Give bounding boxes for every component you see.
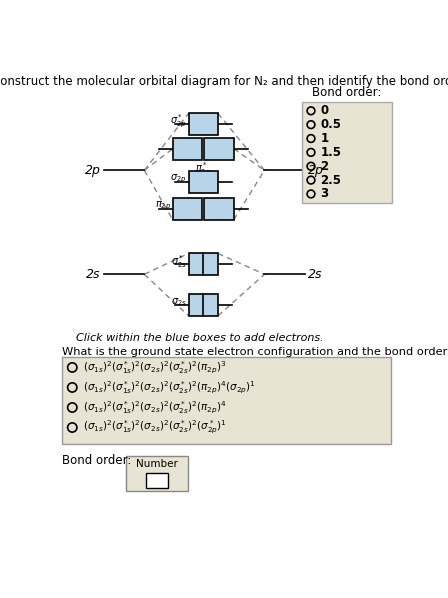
Text: 2p: 2p — [85, 164, 101, 177]
Bar — [126, 456, 188, 492]
Bar — [172, 198, 202, 219]
Text: $(\sigma_{1s})^2(\sigma_{1s}^*)^2(\sigma_{2s})^2(\sigma_{2s}^*)^2(\sigma_{2p}^*): $(\sigma_{1s})^2(\sigma_{1s}^*)^2(\sigma… — [83, 419, 227, 436]
Text: 2: 2 — [320, 160, 328, 173]
Bar — [189, 294, 218, 316]
Bar — [204, 138, 234, 160]
Text: $\pi_{2p}$: $\pi_{2p}$ — [155, 200, 171, 212]
Bar — [302, 102, 392, 203]
Text: 2s: 2s — [86, 268, 101, 281]
Bar — [172, 138, 202, 160]
Text: $\sigma_{2s}$: $\sigma_{2s}$ — [171, 296, 187, 308]
Bar — [189, 114, 218, 135]
Text: Number: Number — [136, 459, 178, 469]
Text: Bond order:: Bond order: — [312, 86, 382, 99]
Text: $\sigma^*_{2s}$: $\sigma^*_{2s}$ — [171, 253, 187, 270]
Text: $\sigma_{2p}$: $\sigma_{2p}$ — [171, 173, 187, 185]
Text: What is the ground state electron configuration and the bond order for C₂⁺?: What is the ground state electron config… — [62, 347, 448, 356]
Text: 0: 0 — [320, 104, 328, 117]
Text: 1.5: 1.5 — [320, 146, 341, 159]
Text: Click within the blue boxes to add electrons.: Click within the blue boxes to add elect… — [76, 333, 323, 343]
Text: $(\sigma_{1s})^2(\sigma_{1s}^*)^2(\sigma_{2s})^2(\sigma_{2s}^*)^2(\pi_{2p})^4$: $(\sigma_{1s})^2(\sigma_{1s}^*)^2(\sigma… — [83, 399, 227, 416]
Text: 2p: 2p — [308, 164, 324, 177]
Text: Bond order:: Bond order: — [62, 454, 132, 468]
Text: $(\sigma_{1s})^2(\sigma_{1s}^*)^2(\sigma_{2s})^2(\sigma_{2s}^*)^2(\pi_{2p})^4(\s: $(\sigma_{1s})^2(\sigma_{1s}^*)^2(\sigma… — [83, 379, 256, 396]
Bar — [189, 171, 218, 193]
Bar — [146, 473, 168, 489]
Text: $(\sigma_{1s})^2(\sigma_{1s}^*)^2(\sigma_{2s})^2(\sigma_{2s}^*)^2(\pi_{2p})^3$: $(\sigma_{1s})^2(\sigma_{1s}^*)^2(\sigma… — [83, 359, 227, 376]
Text: $\pi^*_{2p}$: $\pi^*_{2p}$ — [195, 161, 211, 178]
Text: $\sigma^*_{2p}$: $\sigma^*_{2p}$ — [171, 112, 187, 130]
Text: 2s: 2s — [308, 268, 323, 281]
Text: 1: 1 — [320, 132, 328, 145]
Text: 3: 3 — [320, 187, 328, 200]
Bar — [204, 198, 234, 219]
Text: 0.5: 0.5 — [320, 118, 341, 131]
Text: 2.5: 2.5 — [320, 173, 341, 187]
Bar — [189, 254, 218, 275]
Text: Construct the molecular orbital diagram for N₂ and then identify the bond order.: Construct the molecular orbital diagram … — [0, 75, 448, 88]
Bar — [62, 358, 391, 444]
